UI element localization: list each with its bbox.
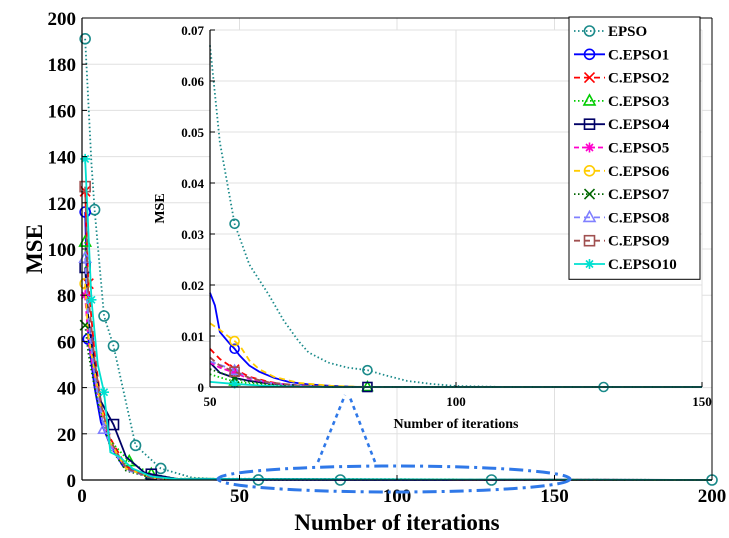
legend-entry-label: C.EPSO6 [608, 164, 670, 180]
inset-y-axis-label: MSE [153, 193, 168, 223]
inset-axes: 50 100 150 0 0.01 0.02 0.03 0.04 0.05 0.06 0.07 Num… [153, 23, 712, 432]
main-x-tick-label: 0 [77, 486, 87, 507]
inset-series-point [229, 366, 240, 378]
main-series-point [98, 310, 110, 322]
legend-marker [583, 188, 596, 200]
main-series-point [107, 340, 120, 352]
legend-entry-label: C.EPSO3 [608, 94, 669, 110]
legend-entry-label: C.EPSO2 [608, 71, 669, 87]
main-x-tick-label: 50 [230, 486, 249, 507]
inset-series-point [229, 335, 240, 347]
inset-x-tick-label: 100 [446, 394, 466, 409]
main-y-tick-label: 100 [48, 240, 77, 261]
main-series-line [84, 38, 712, 481]
inset-y-tick-label: 0.07 [181, 23, 204, 38]
inset-y-tick-label: 0.03 [181, 227, 204, 242]
inset-y-tick-label: 0 [198, 380, 205, 395]
legend-entry-label: C.EPSO7 [608, 187, 670, 203]
legend-marker [583, 118, 596, 130]
main-series-point [99, 387, 110, 398]
main-y-axis-label: MSE [22, 224, 47, 274]
main-series-point [86, 294, 97, 305]
main-series-point [129, 439, 142, 452]
main-y-tick-label: 40 [57, 379, 76, 400]
legend-marker [583, 234, 596, 247]
inset-x-tick-label: 50 [204, 394, 217, 409]
inset-series-line [209, 373, 702, 388]
main-x-tick-label: 150 [540, 486, 569, 507]
inset-y-tick-label: 0.05 [181, 125, 204, 140]
main-series-point [107, 418, 120, 431]
legend-marker [583, 72, 596, 84]
inset-series-point [230, 368, 240, 378]
legend: EPSO C.EPSO1 C.EPSO2 C.EPSO3 C.EPSO4 C.EPSO5 C… [568, 16, 701, 280]
main-series-point [80, 153, 91, 164]
legend-entry-label: C.EPSO1 [608, 47, 669, 63]
main-y-tick-label: 160 [48, 101, 77, 122]
inset-x-tick-label: 150 [692, 394, 712, 409]
main-series-point [88, 203, 101, 216]
main-plot-series [78, 32, 718, 486]
inset-series-line [209, 45, 702, 388]
main-y-tick-label: 120 [48, 194, 77, 215]
inset-x-axis-label: Number of iterations [394, 417, 519, 432]
zoom-arrow [316, 394, 377, 463]
inset-series-line [209, 368, 702, 388]
legend-entry-label: EPSO [608, 24, 647, 40]
legend-marker [583, 165, 596, 177]
inset-y-tick-label: 0.02 [181, 278, 204, 293]
legend-marker [584, 142, 595, 153]
main-y-tick-label: 80 [57, 286, 76, 307]
legend-marker [582, 93, 597, 106]
legend-entry-label: C.EPSO8 [608, 210, 669, 226]
inset-series-line [209, 322, 702, 388]
main-x-axis-label: Number of iterations [294, 510, 499, 535]
inset-y-tick-label: 0.06 [181, 74, 204, 89]
main-x-tick-label: 200 [698, 486, 727, 507]
main-y-tick-label: 200 [48, 9, 77, 30]
legend-marker [582, 209, 597, 223]
legend-entry-label: C.EPSO10 [608, 257, 677, 273]
legend-marker [584, 259, 595, 269]
main-y-tick-label: 60 [57, 332, 76, 353]
inset-series-point [230, 379, 240, 389]
main-series-line [84, 242, 713, 481]
inset-series-point [229, 218, 240, 230]
main-y-tick-label: 0 [67, 471, 77, 492]
inset-series-point [362, 364, 373, 376]
legend-entry-label: C.EPSO5 [608, 141, 669, 157]
legend-marker [583, 48, 596, 61]
legend-entry-label: C.EPSO9 [608, 234, 669, 250]
main-series-line [84, 158, 713, 481]
main-x-tick-label: 100 [383, 486, 412, 507]
inset-y-tick-label: 0.04 [181, 176, 204, 191]
inset-series-point [229, 343, 240, 355]
legend-marker [583, 25, 596, 37]
main-series-point [79, 32, 91, 45]
main-y-tick-label: 180 [48, 55, 77, 76]
legend-entry-label: C.EPSO4 [608, 117, 670, 133]
main-y-tick-label: 20 [57, 425, 76, 446]
main-series-point [79, 180, 91, 193]
main-y-tick-label: 140 [48, 148, 77, 169]
inset-y-tick-label: 0.01 [181, 329, 204, 344]
zoom-region-ellipse [216, 464, 572, 494]
